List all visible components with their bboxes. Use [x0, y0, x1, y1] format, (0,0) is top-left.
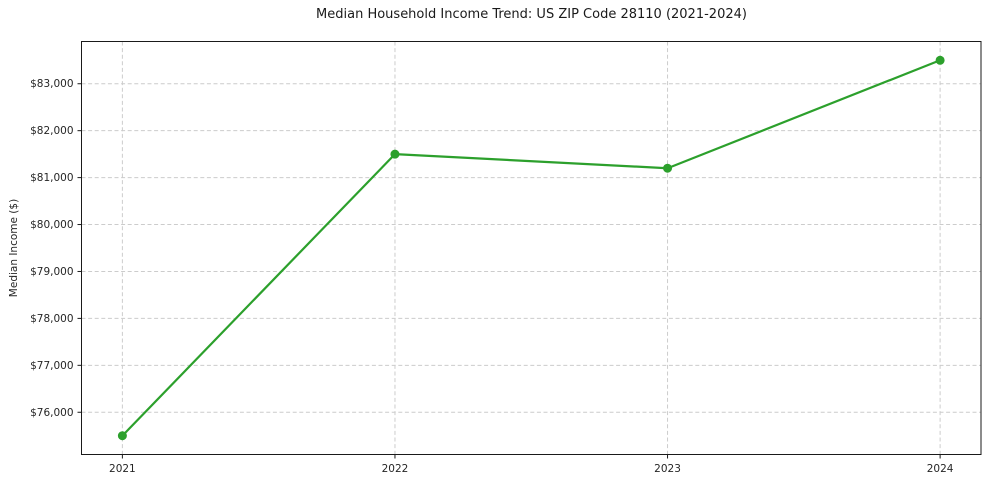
y-tick-label: $81,000 — [30, 172, 73, 184]
plot-border — [81, 41, 982, 455]
x-tick-label: 2022 — [382, 463, 409, 475]
data-point-marker — [663, 163, 673, 173]
y-axis-label: Median Income ($) — [8, 198, 20, 298]
y-tick-label: $79,000 — [30, 266, 73, 278]
y-tick-label: $80,000 — [30, 219, 73, 231]
y-tick-label: $77,000 — [30, 360, 73, 372]
x-tick-label: 2021 — [109, 463, 136, 475]
chart-title: Median Household Income Trend: US ZIP Co… — [316, 7, 747, 22]
x-tick-label: 2024 — [927, 463, 954, 475]
data-point-marker — [117, 431, 127, 441]
x-tick-label: 2023 — [654, 463, 681, 475]
data-point-marker — [935, 55, 945, 65]
data-point-marker — [390, 149, 400, 159]
y-tick-label: $82,000 — [30, 125, 73, 137]
y-tick-label: $83,000 — [30, 78, 73, 90]
y-tick-label: $78,000 — [30, 313, 73, 325]
y-tick-label: $76,000 — [30, 407, 73, 419]
trend-line — [121, 59, 941, 437]
